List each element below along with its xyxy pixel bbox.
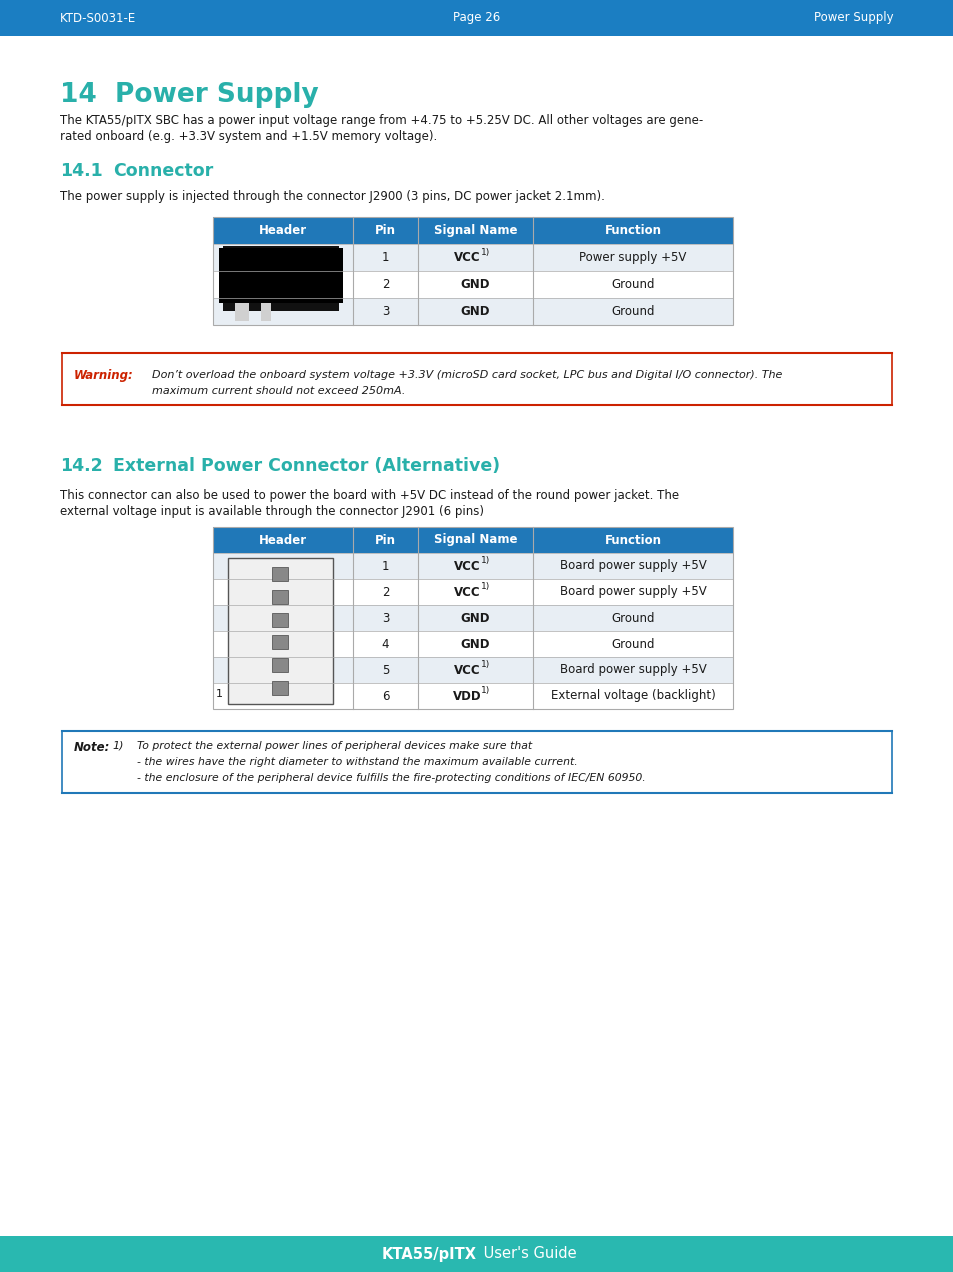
- Text: VDD: VDD: [453, 689, 481, 702]
- Bar: [62, 354, 891, 404]
- Text: Board power supply +5V: Board power supply +5V: [559, 585, 705, 599]
- Text: rated onboard (e.g. +3.3V system and +1.5V memory voltage).: rated onboard (e.g. +3.3V system and +1.…: [60, 130, 436, 142]
- Text: Header: Header: [258, 224, 307, 237]
- Bar: [0, 1236, 953, 1272]
- Text: Ground: Ground: [611, 612, 654, 625]
- Text: 14.1: 14.1: [60, 162, 103, 181]
- Text: Power Supply: Power Supply: [115, 81, 318, 108]
- Text: 2: 2: [381, 279, 389, 291]
- Text: VCC: VCC: [454, 251, 480, 265]
- Text: Function: Function: [604, 224, 660, 237]
- Bar: [213, 218, 732, 244]
- Text: Function: Function: [604, 533, 660, 547]
- Text: 1): 1): [480, 660, 490, 669]
- Text: 1): 1): [480, 583, 490, 591]
- Text: - the enclosure of the peripheral device fulfills the fire-protecting conditions: - the enclosure of the peripheral device…: [137, 773, 645, 784]
- Text: Board power supply +5V: Board power supply +5V: [559, 560, 705, 572]
- Text: GND: GND: [460, 279, 490, 291]
- Text: 2: 2: [381, 585, 389, 599]
- Text: The power supply is injected through the connector J2900 (3 pins, DC power jacke: The power supply is injected through the…: [60, 190, 604, 204]
- Text: To protect the external power lines of peripheral devices make sure that: To protect the external power lines of p…: [137, 742, 532, 750]
- Text: Signal Name: Signal Name: [434, 224, 517, 237]
- Text: 4: 4: [381, 637, 389, 650]
- Bar: [213, 658, 732, 683]
- Bar: [273, 636, 288, 650]
- Bar: [273, 659, 288, 673]
- Text: This connector can also be used to power the board with +5V DC instead of the ro: This connector can also be used to power…: [60, 488, 679, 502]
- Bar: [261, 303, 271, 321]
- Bar: [223, 245, 338, 310]
- Text: Connector: Connector: [112, 162, 213, 181]
- Bar: [213, 579, 732, 605]
- Bar: [213, 244, 732, 271]
- Text: KTA55/pITX: KTA55/pITX: [381, 1247, 476, 1262]
- Text: 1): 1): [480, 248, 490, 257]
- Text: 3: 3: [381, 305, 389, 318]
- Bar: [0, 0, 953, 36]
- Bar: [273, 613, 288, 627]
- Bar: [273, 567, 288, 581]
- Text: GND: GND: [460, 637, 490, 650]
- Text: - the wires have the right diameter to withstand the maximum available current.: - the wires have the right diameter to w…: [137, 757, 578, 767]
- Text: 6: 6: [381, 689, 389, 702]
- Bar: [273, 681, 288, 695]
- Bar: [213, 527, 732, 709]
- Text: 5: 5: [381, 664, 389, 677]
- Text: External Power Connector (Alternative): External Power Connector (Alternative): [112, 457, 499, 474]
- Text: The KTA55/pITX SBC has a power input voltage range from +4.75 to +5.25V DC. All : The KTA55/pITX SBC has a power input vol…: [60, 114, 702, 127]
- Text: maximum current should not exceed 250mA.: maximum current should not exceed 250mA.: [152, 385, 405, 396]
- Bar: [62, 731, 891, 792]
- Text: 1): 1): [480, 557, 490, 566]
- Text: Ground: Ground: [611, 279, 654, 291]
- Text: external voltage input is available through the connector J2901 (6 pins): external voltage input is available thro…: [60, 505, 483, 518]
- Bar: [213, 553, 732, 579]
- Bar: [213, 605, 732, 631]
- Bar: [213, 683, 732, 709]
- Text: GND: GND: [460, 305, 490, 318]
- Text: VCC: VCC: [454, 664, 480, 677]
- Text: Board power supply +5V: Board power supply +5V: [559, 664, 705, 677]
- Text: 1): 1): [112, 742, 123, 750]
- Text: Header: Header: [258, 533, 307, 547]
- Text: Ground: Ground: [611, 637, 654, 650]
- Text: Ground: Ground: [611, 305, 654, 318]
- Text: Don’t overload the onboard system voltage +3.3V (microSD card socket, LPC bus an: Don’t overload the onboard system voltag…: [152, 370, 781, 380]
- Text: 14.2: 14.2: [60, 457, 103, 474]
- Text: Page 26: Page 26: [453, 11, 500, 24]
- Text: Note:: Note:: [74, 742, 111, 754]
- Text: Power supply +5V: Power supply +5V: [578, 251, 686, 265]
- Bar: [273, 590, 288, 604]
- Text: Power Supply: Power Supply: [814, 11, 893, 24]
- Bar: [213, 298, 732, 326]
- Text: 14: 14: [60, 81, 96, 108]
- Text: KTD-S0031-E: KTD-S0031-E: [60, 11, 136, 24]
- Text: 1: 1: [215, 689, 223, 700]
- Text: Signal Name: Signal Name: [434, 533, 517, 547]
- Bar: [228, 558, 333, 703]
- Bar: [234, 303, 249, 321]
- Text: 1: 1: [381, 251, 389, 265]
- Bar: [213, 271, 732, 298]
- Text: GND: GND: [460, 612, 490, 625]
- Text: 3: 3: [381, 612, 389, 625]
- Bar: [219, 248, 343, 303]
- Bar: [213, 218, 732, 326]
- Text: 1: 1: [381, 560, 389, 572]
- Text: Warning:: Warning:: [74, 369, 133, 382]
- Bar: [213, 631, 732, 658]
- Text: Pin: Pin: [375, 533, 395, 547]
- Bar: [213, 527, 732, 553]
- Text: External voltage (backlight): External voltage (backlight): [550, 689, 715, 702]
- Text: Pin: Pin: [375, 224, 395, 237]
- Text: VCC: VCC: [454, 560, 480, 572]
- Text: 1): 1): [480, 687, 490, 696]
- Text: VCC: VCC: [454, 585, 480, 599]
- Text: User's Guide: User's Guide: [478, 1247, 576, 1262]
